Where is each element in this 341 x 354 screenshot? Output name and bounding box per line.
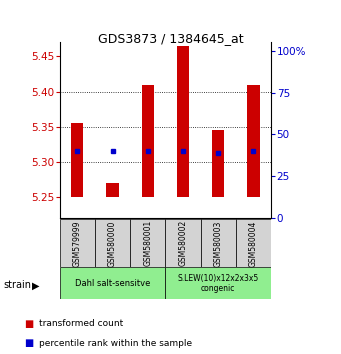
Text: GSM580001: GSM580001 — [143, 220, 152, 267]
Bar — [236, 219, 271, 267]
Bar — [60, 267, 165, 299]
Text: ▶: ▶ — [32, 281, 40, 291]
Bar — [247, 85, 260, 197]
Text: ■: ■ — [24, 338, 33, 348]
Bar — [130, 219, 165, 267]
Text: ■: ■ — [24, 319, 33, 329]
Text: GSM580000: GSM580000 — [108, 220, 117, 267]
Bar — [60, 219, 95, 267]
Bar — [142, 85, 154, 197]
Bar — [95, 219, 130, 267]
Bar — [165, 219, 201, 267]
Bar — [106, 183, 119, 197]
Text: GSM580002: GSM580002 — [178, 220, 188, 267]
Text: GSM580004: GSM580004 — [249, 220, 258, 267]
Text: GDS3873 / 1384645_at: GDS3873 / 1384645_at — [98, 32, 243, 45]
Text: percentile rank within the sample: percentile rank within the sample — [39, 339, 192, 348]
Bar — [177, 46, 189, 197]
Text: Dahl salt-sensitve: Dahl salt-sensitve — [75, 279, 150, 288]
Bar — [165, 267, 271, 299]
Text: transformed count: transformed count — [39, 319, 123, 329]
Bar — [201, 219, 236, 267]
Text: GSM579999: GSM579999 — [73, 220, 82, 267]
Bar — [212, 130, 224, 197]
Text: strain: strain — [3, 280, 31, 290]
Bar — [71, 123, 84, 197]
Text: GSM580003: GSM580003 — [214, 220, 223, 267]
Text: S.LEW(10)x12x2x3x5
congenic: S.LEW(10)x12x2x3x5 congenic — [178, 274, 259, 293]
